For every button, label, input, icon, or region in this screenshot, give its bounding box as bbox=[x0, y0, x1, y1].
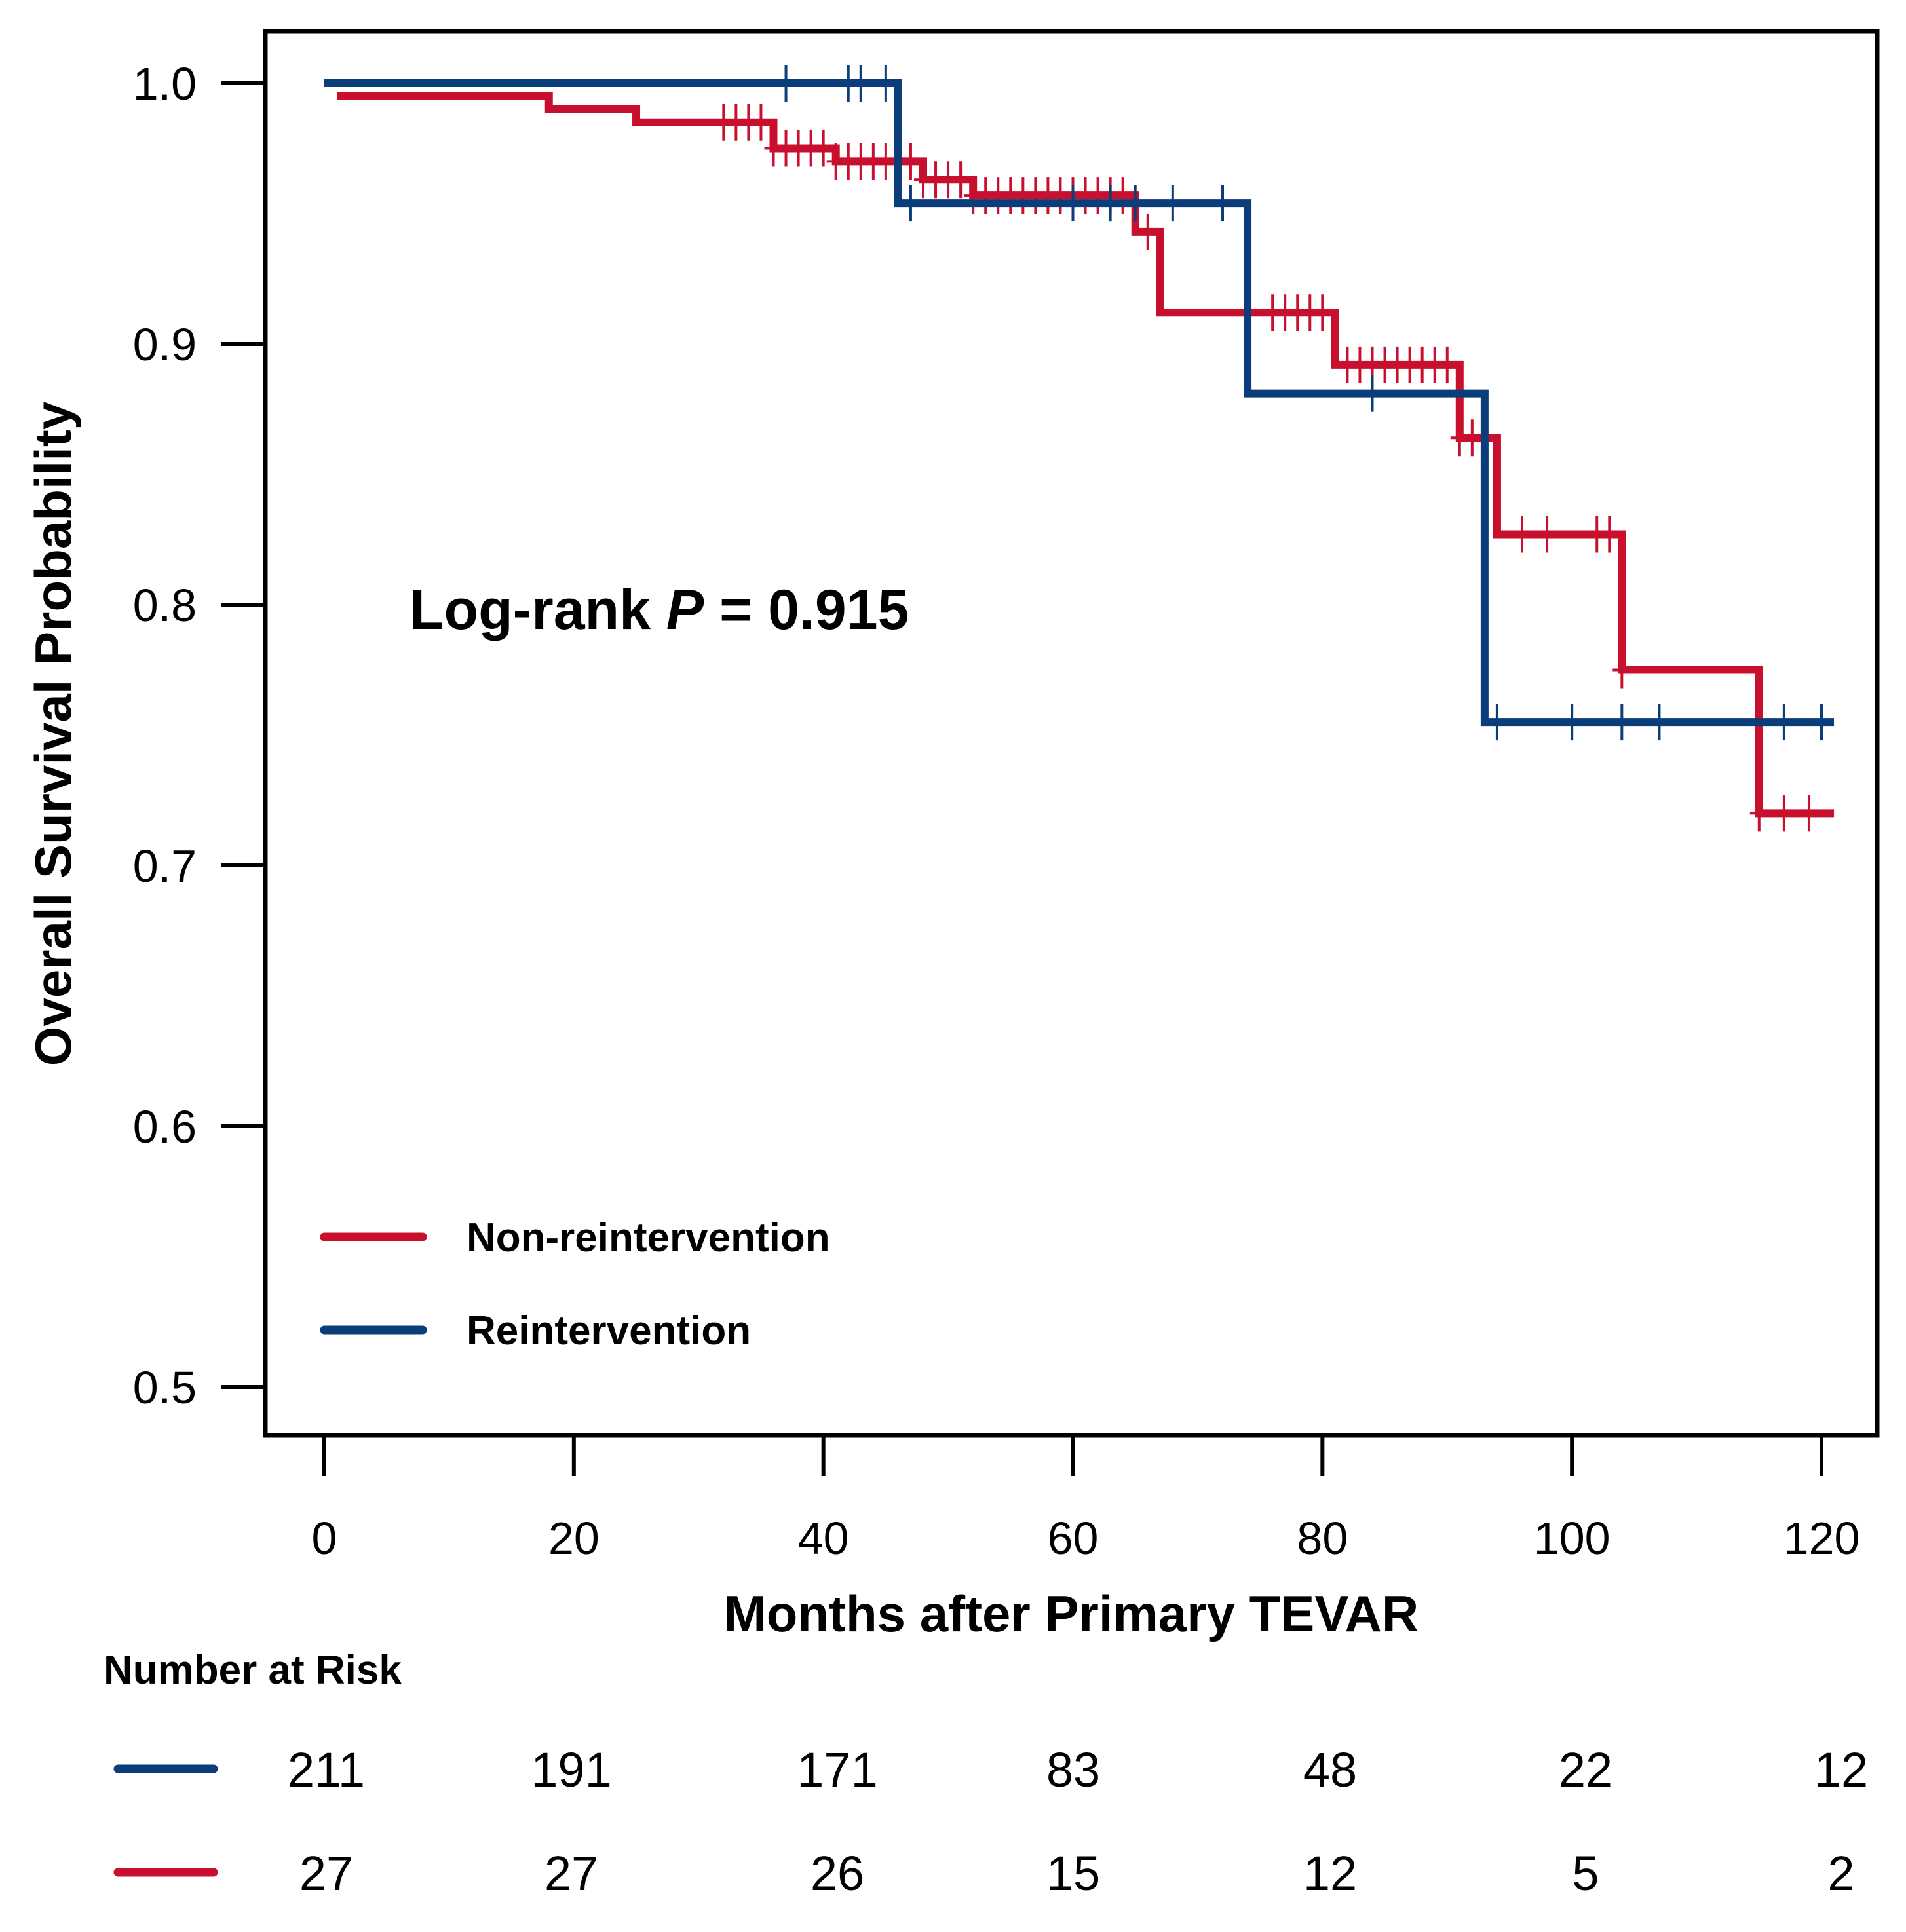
y-tick-label: 0.9 bbox=[133, 319, 197, 370]
log-rank-value: = 0.915 bbox=[704, 578, 909, 641]
y-tick-label: 0.7 bbox=[133, 841, 197, 892]
legend-label: Non-reintervention bbox=[467, 1215, 830, 1260]
risk-count: 27 bbox=[544, 1846, 598, 1901]
x-tick-label: 40 bbox=[798, 1513, 849, 1564]
risk-count: 5 bbox=[1572, 1846, 1599, 1901]
risk-count: 48 bbox=[1303, 1743, 1357, 1797]
y-tick-label: 0.6 bbox=[133, 1101, 197, 1152]
y-tick-label: 0.5 bbox=[133, 1362, 197, 1413]
risk-count: 211 bbox=[288, 1743, 365, 1797]
risk-count: 26 bbox=[810, 1846, 864, 1901]
risk-table: 211 191 171 83 48 22 12 27 27 26 15 12 5 2 bbox=[113, 1743, 1868, 1901]
legend-label: Reintervention bbox=[467, 1308, 751, 1354]
y-axis: 0.5 0.6 0.7 0.8 0.9 1.0 bbox=[133, 58, 265, 1413]
risk-count: 171 bbox=[797, 1743, 877, 1797]
risk-table-title: Number at Risk bbox=[104, 1648, 402, 1693]
x-axis-title: Months after Primary TEVAR bbox=[724, 1585, 1419, 1642]
log-rank-annotation: Log-rank P = 0.915 bbox=[410, 578, 909, 641]
x-tick-label: 60 bbox=[1048, 1513, 1099, 1564]
legend: Non-reintervention Reintervention bbox=[320, 1215, 830, 1354]
y-tick-label: 0.8 bbox=[133, 580, 197, 631]
y-axis-title: Overall Survival Probability bbox=[24, 402, 82, 1066]
x-axis: 0 20 40 60 80 100 120 bbox=[312, 1435, 1860, 1564]
risk-count: 2 bbox=[1827, 1846, 1854, 1901]
log-rank-p: P bbox=[666, 578, 704, 641]
risk-count: 12 bbox=[1814, 1743, 1868, 1797]
risk-count: 15 bbox=[1046, 1846, 1100, 1901]
survival-curves bbox=[324, 65, 1835, 832]
y-tick-label: 1.0 bbox=[133, 58, 197, 109]
risk-count: 83 bbox=[1046, 1743, 1100, 1797]
survival-line bbox=[324, 79, 1835, 727]
log-rank-prefix: Log-rank bbox=[410, 578, 666, 641]
risk-count: 12 bbox=[1303, 1846, 1357, 1901]
x-tick-label: 80 bbox=[1297, 1513, 1348, 1564]
x-tick-label: 120 bbox=[1783, 1513, 1860, 1564]
x-tick-label: 20 bbox=[548, 1513, 600, 1564]
risk-count: 191 bbox=[531, 1743, 611, 1797]
x-tick-label: 0 bbox=[312, 1513, 337, 1564]
risk-count: 27 bbox=[299, 1846, 353, 1901]
x-tick-label: 100 bbox=[1534, 1513, 1611, 1564]
risk-count: 22 bbox=[1559, 1743, 1612, 1797]
series-reintervention bbox=[324, 65, 1835, 741]
